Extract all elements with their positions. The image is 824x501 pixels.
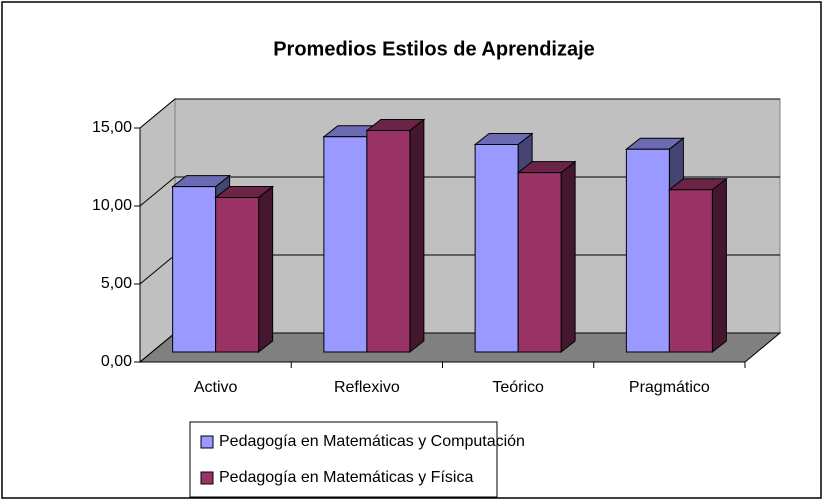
x-tick-label: Pragmático (629, 379, 710, 396)
legend (189, 421, 498, 498)
bar-side (409, 118, 425, 354)
bar-front (625, 148, 670, 353)
bar-side (560, 160, 576, 354)
bar-front (517, 172, 562, 353)
bar-front (172, 186, 217, 353)
chart-title: Promedios Estilos de Aprendizaje (273, 38, 595, 60)
legend-swatch (200, 471, 214, 485)
y-tick-label: 5,00 (101, 275, 132, 292)
bar-front (323, 136, 368, 353)
bar (667, 177, 728, 354)
grid-line (139, 176, 780, 207)
legend-swatch (200, 435, 214, 449)
y-tick-label: 10,00 (92, 197, 132, 214)
bar-side (258, 185, 274, 354)
bar-front (366, 129, 411, 353)
legend-label: Pedagogía en Matemáticas y Física (219, 469, 473, 486)
bar (214, 185, 275, 354)
bar-front (668, 189, 713, 353)
bar (365, 118, 426, 354)
bar-front (474, 144, 519, 353)
side-wall (139, 97, 176, 364)
legend-label: Pedagogía en Matemáticas y Computación (219, 433, 525, 450)
x-tick-label: Teórico (492, 379, 544, 396)
bar (516, 160, 577, 354)
x-tick-label: Activo (194, 379, 238, 396)
y-tick-label: 15,00 (92, 119, 132, 136)
y-tick-label: 0,00 (101, 353, 132, 370)
bar-side (711, 177, 727, 354)
x-tick-label: Reflexivo (334, 379, 400, 396)
grid-line (139, 98, 780, 129)
bar-front (215, 197, 260, 353)
